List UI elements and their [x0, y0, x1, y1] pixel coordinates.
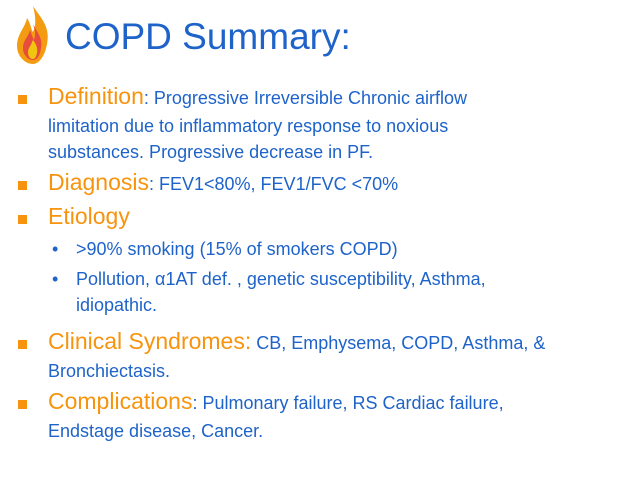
etiology-sub-text-2-line-2: idiopathic.: [76, 295, 158, 315]
definition-heading: Definition: [48, 83, 144, 109]
complications-heading: Complications: [48, 388, 193, 414]
dot-bullet-icon: •: [52, 239, 59, 259]
etiology-sub-item-2: • Pollution, α1AT def. , genetic suscept…: [52, 266, 486, 318]
etiology-sub-text-1: >90% smoking (15% of smokers COPD): [76, 239, 398, 259]
clinical-syndromes-text-line-2: Bronchiectasis.: [48, 361, 171, 381]
complications-text-line-1: : Pulmonary failure, RS Cardiac failure,: [192, 393, 504, 413]
etiology-heading: Etiology: [48, 203, 130, 229]
complications-text-line-2: Endstage disease, Cancer.: [48, 421, 264, 441]
definition-text-line-3: substances. Progressive decrease in PF.: [48, 142, 374, 162]
square-bullet-icon: [18, 215, 27, 224]
etiology-sub-text-2-line-1: Pollution, α1AT def. , genetic susceptib…: [76, 269, 486, 289]
definition-text-line-1: : Progressive Irreversible Chronic airfl…: [143, 88, 467, 108]
diagnosis-heading: Diagnosis: [48, 169, 149, 195]
square-bullet-icon: [18, 340, 27, 349]
page-title: COPD Summary:: [65, 16, 351, 57]
definition-text-line-2: limitation due to inflammatory response …: [48, 116, 449, 136]
dot-bullet-icon: •: [52, 269, 59, 289]
clinical-syndromes-text-line-1: CB, Emphysema, COPD, Asthma, &: [251, 333, 546, 353]
square-bullet-icon: [18, 400, 27, 409]
square-bullet-icon: [18, 95, 27, 104]
etiology-sub-item-1: • >90% smoking (15% of smokers COPD): [52, 236, 398, 262]
flame-icon: [17, 6, 48, 64]
square-bullet-icon: [18, 181, 27, 190]
diagnosis-text: : FEV1<80%, FEV1/FVC <70%: [149, 174, 399, 194]
clinical-syndromes-heading: Clinical Syndromes:: [48, 328, 252, 354]
